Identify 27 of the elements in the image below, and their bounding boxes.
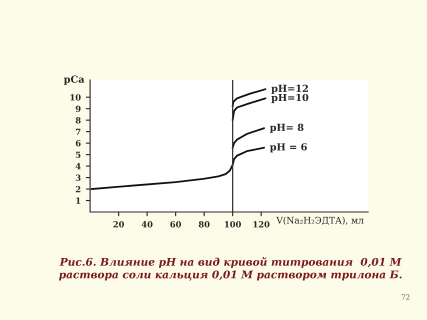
y-tick-label: 9 [76, 106, 81, 112]
x-tick-label: 120 [253, 221, 270, 228]
x-tick-label: 80 [198, 221, 210, 228]
text: Рис.6. Влияние pH на вид кривой титрования 0,01 М раствора соли кальция 0,01 М раствором трилона Б. [59, 257, 402, 281]
x-tick-label: 60 [170, 221, 182, 228]
series-label: pH=10 [271, 94, 308, 104]
y-tick-label: 8 [76, 117, 81, 124]
y-tick-label: 6 [76, 140, 81, 146]
y-tick-label: 5 [76, 152, 80, 158]
y-tick-label: 1 [76, 198, 80, 204]
series-label: pH = 6 [270, 143, 307, 152]
line-series [232, 127, 265, 149]
y-tick-label: 7 [76, 128, 80, 135]
series-label: pH= 8 [270, 124, 304, 133]
y-tick-label: 2 [76, 186, 80, 192]
x-tick-label: 40 [142, 221, 153, 228]
y-tick-label: 3 [76, 174, 81, 181]
y-tick-label: 4 [76, 163, 81, 170]
y-axis-title: pCa [64, 75, 84, 85]
x-tick-label: 20 [113, 221, 124, 228]
x-axis-title: V(Na₂H₂ЭДТА), мл [276, 216, 364, 225]
series-label: pH=12 [271, 84, 308, 94]
y-tick-label: 10 [70, 94, 81, 100]
line-series [90, 146, 265, 190]
x-tick-label: 100 [224, 221, 241, 228]
line-series [232, 97, 266, 122]
line-series [232, 88, 266, 108]
